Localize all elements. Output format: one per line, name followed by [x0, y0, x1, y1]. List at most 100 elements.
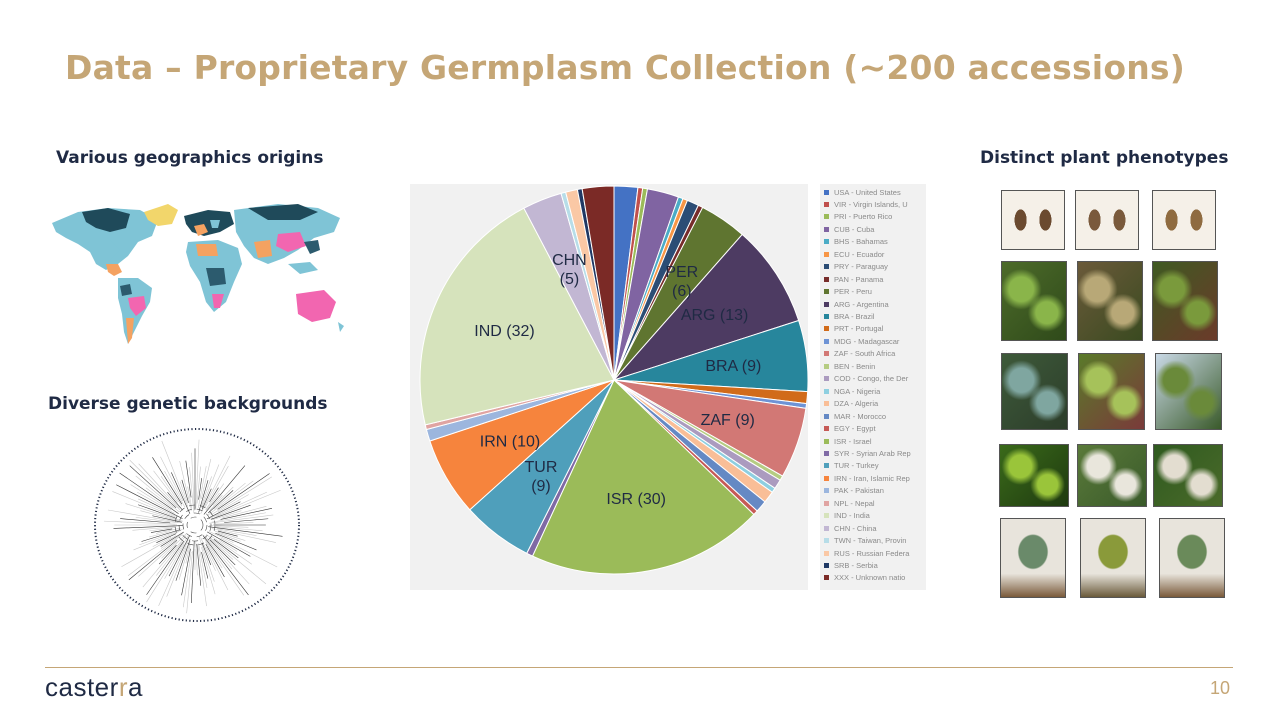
section-plant-phenotypes: Distinct plant phenotypes — [980, 148, 1229, 168]
legend-item: MDG - Madagascar — [824, 335, 899, 347]
legend-swatch — [824, 388, 829, 394]
casterra-logo: casterra — [45, 672, 143, 703]
legend-swatch — [824, 550, 829, 556]
legend-swatch — [824, 214, 829, 220]
stem-photo — [1001, 261, 1067, 341]
seeds-photo — [1001, 190, 1065, 250]
pie-slice-isr — [531, 379, 755, 575]
legend-swatch — [824, 338, 829, 344]
plant-photo — [1000, 518, 1066, 598]
legend-swatch — [824, 276, 829, 282]
legend-item: USA - United States — [824, 186, 901, 198]
legend-swatch — [824, 326, 829, 332]
legend-label: USA - United States — [834, 187, 901, 197]
legend-item: BHS - Bahamas — [824, 236, 888, 248]
legend-label: BRA - Brazil — [834, 312, 875, 321]
legend-swatch — [824, 301, 829, 307]
legend-swatch — [824, 239, 829, 245]
legend-item: PRY - Paraguay — [824, 261, 888, 273]
leaf-photo — [1077, 444, 1147, 507]
legend-item: SRB - Serbia — [824, 560, 878, 572]
legend-label: EGY - Egypt — [834, 424, 876, 434]
legend-swatch — [824, 314, 829, 319]
pie-chart-legend: USA - United States VIR - Virgin Islands,… — [820, 184, 926, 590]
phylogenetic-tree-image — [94, 428, 300, 622]
pie-label-chn: CHN (5) — [552, 252, 587, 288]
pie-slice-xxx — [581, 185, 615, 381]
legend-swatch — [824, 500, 829, 506]
legend-label: SYR - Syrian Arab Rep — [834, 448, 911, 458]
legend-label: COD - Congo, the Der — [834, 374, 909, 384]
legend-item: MAR - Morocco — [824, 410, 886, 422]
stem-photo — [1077, 261, 1143, 341]
legend-swatch — [824, 251, 829, 257]
legend-label: MAR - Morocco — [834, 411, 887, 421]
legend-item: PAN - Panama — [824, 273, 883, 285]
legend-label: NGA - Nigeria — [834, 386, 881, 396]
legend-item: XXX - Unknown natio — [824, 572, 905, 584]
legend-item: COD - Congo, the Der — [824, 373, 908, 385]
legend-label: BHS - Bahamas — [834, 237, 888, 247]
legend-item: EGY - Egypt — [824, 423, 876, 435]
legend-item: PER - Peru — [824, 286, 872, 298]
origin-pie-chart: PER (6) ARG (13) BRA (9) ZAF (9) ISR (30) TUR(… — [419, 185, 808, 575]
legend-item: BEN - Benin — [824, 360, 875, 372]
legend-label: SRB - Serbia — [834, 561, 878, 570]
legend-item: PAK - Pakistan — [824, 485, 884, 497]
leaf-photo — [1153, 444, 1223, 507]
legend-swatch — [824, 413, 829, 419]
stem-photo — [1152, 261, 1218, 341]
legend-label: ZAF - South Africa — [834, 349, 896, 359]
seeds-photo — [1152, 190, 1216, 250]
legend-label: BEN - Benin — [834, 361, 876, 371]
pie-label-isr: ISR (30) — [606, 491, 666, 508]
legend-label: PRI - Puerto Rico — [834, 212, 893, 222]
pie-slice-ind — [419, 207, 615, 426]
legend-swatch — [824, 538, 829, 544]
legend-item: CUB - Cuba — [824, 223, 874, 235]
legend-item: SYR - Syrian Arab Rep — [824, 447, 911, 459]
legend-label: ARG - Argentina — [834, 299, 889, 309]
legend-swatch — [824, 289, 829, 295]
legend-item: IND - India — [824, 510, 870, 522]
legend-item: ARG - Argentina — [824, 298, 889, 310]
plant-photo — [1080, 518, 1146, 598]
legend-swatch — [824, 426, 829, 432]
legend-swatch — [824, 351, 829, 357]
pie-label-arg: ARG (13) — [681, 307, 749, 324]
legend-label: PER - Peru — [834, 287, 872, 297]
pie-label-irn: IRN (10) — [480, 433, 540, 450]
legend-swatch — [824, 488, 829, 494]
legend-swatch — [824, 438, 829, 444]
section-geographic-origins: Various geographics origins — [56, 148, 324, 168]
legend-item: DZA - Algeria — [824, 398, 878, 410]
legend-label: TUR - Turkey — [834, 461, 879, 471]
legend-label: MDG - Madagascar — [834, 336, 900, 346]
legend-item: ZAF - South Africa — [824, 348, 895, 360]
legend-label: XXX - Unknown natio — [834, 573, 906, 583]
legend-swatch — [824, 525, 829, 531]
section-genetic-backgrounds: Diverse genetic backgrounds — [48, 394, 328, 414]
legend-swatch — [824, 401, 829, 407]
legend-label: VIR - Virgin Islands, U — [834, 199, 908, 209]
legend-swatch — [824, 575, 829, 581]
legend-swatch — [824, 376, 829, 382]
legend-item: TUR - Turkey — [824, 460, 879, 472]
legend-label: PAN - Panama — [834, 274, 884, 284]
legend-label: CUB - Cuba — [834, 224, 875, 234]
legend-swatch — [824, 201, 829, 207]
legend-label: CHN - China — [834, 523, 877, 533]
pie-label-bra: BRA (9) — [705, 358, 761, 375]
pie-label-zaf: ZAF (9) — [701, 412, 755, 429]
legend-swatch — [824, 450, 829, 456]
legend-swatch — [824, 475, 829, 481]
legend-swatch — [824, 189, 829, 195]
legend-label: TWN - Taiwan, Provin — [834, 536, 907, 546]
world-map-image — [52, 204, 344, 344]
legend-item: ECU - Ecuador — [824, 248, 884, 260]
legend-item: NGA - Nigeria — [824, 385, 880, 397]
legend-item: CHN - China — [824, 522, 877, 534]
legend-swatch — [824, 463, 829, 469]
logo-text-accent: r — [118, 672, 128, 702]
legend-item: IRN - Iran, Islamic Rep — [824, 472, 910, 484]
